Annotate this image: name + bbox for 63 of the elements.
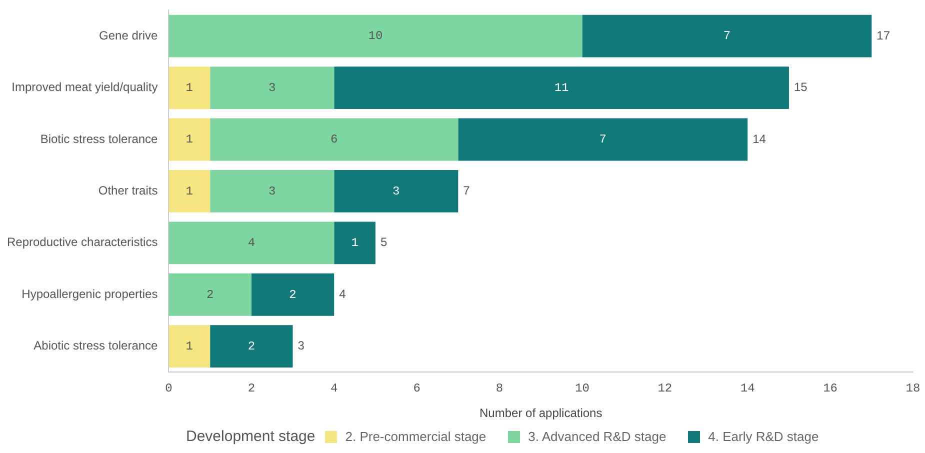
data-label: 1	[186, 340, 193, 354]
x-tick-label: 14	[740, 382, 755, 396]
bar	[168, 325, 210, 368]
bar	[168, 222, 334, 264]
bar	[334, 222, 376, 264]
total-label: 5	[380, 235, 388, 250]
total-label: 4	[339, 286, 346, 301]
x-tick-label: 4	[330, 382, 338, 396]
bar	[168, 14, 582, 58]
y-tick-label: Biotic stress tolerance	[40, 132, 158, 146]
legend-label: 4. Early R&D stage	[708, 429, 819, 444]
y-tick-label: Other traits	[98, 184, 158, 198]
bar	[168, 273, 252, 316]
data-label: 1	[186, 80, 193, 95]
data-label: 4	[248, 236, 256, 250]
data-label: 10	[368, 29, 383, 44]
y-tick-label: Hypoallergenic properties	[22, 286, 158, 301]
legend-label: 3. Advanced R&D stage	[528, 429, 666, 444]
bar	[210, 170, 334, 212]
y-tick-label: Improved meat yield/quality	[12, 80, 158, 94]
data-label: 3	[268, 184, 276, 198]
x-tick-label: 2	[248, 382, 256, 396]
x-tick-label: 18	[906, 382, 920, 396]
bar	[210, 118, 458, 161]
bar	[251, 273, 334, 316]
total-label: 14	[752, 132, 766, 146]
legend-label: 2. Pre-commercial stage	[345, 429, 486, 444]
data-label: 1	[186, 132, 193, 147]
bar	[210, 325, 293, 368]
x-tick-label: 12	[658, 382, 672, 396]
bar	[334, 66, 789, 109]
bar	[210, 66, 334, 109]
bar	[168, 118, 210, 161]
y-tick-label: Abiotic stress tolerance	[34, 338, 158, 353]
bar	[168, 170, 210, 212]
data-label: 1	[186, 184, 193, 198]
data-label: 7	[723, 29, 731, 44]
data-label: 3	[268, 80, 276, 95]
data-label: 2	[289, 288, 296, 302]
total-label: 15	[794, 80, 808, 94]
x-tick-label: 16	[823, 382, 838, 396]
legend-title: Development stage	[186, 428, 316, 445]
x-tick-label: 6	[413, 382, 420, 396]
y-tick-label: Gene drive	[99, 28, 158, 42]
data-label: 2	[248, 340, 256, 354]
bar	[582, 14, 872, 58]
x-axis-title: Number of applications	[479, 406, 602, 420]
bar	[458, 118, 748, 161]
total-label: 7	[463, 184, 470, 198]
data-label: 6	[330, 132, 338, 147]
data-label: 1	[351, 236, 358, 250]
x-tick-label: 10	[575, 382, 590, 396]
total-label: 17	[876, 28, 890, 42]
bar	[168, 66, 210, 109]
bar	[334, 170, 458, 212]
total-label: 3	[298, 338, 305, 353]
x-tick-label: 0	[165, 382, 172, 396]
x-tick-label: 8	[496, 382, 504, 396]
data-label: 2	[206, 288, 214, 302]
data-label: 3	[392, 184, 400, 198]
data-label: 7	[599, 132, 606, 147]
y-tick-label: Reproductive characteristics	[6, 235, 158, 250]
data-label: 11	[554, 80, 569, 95]
